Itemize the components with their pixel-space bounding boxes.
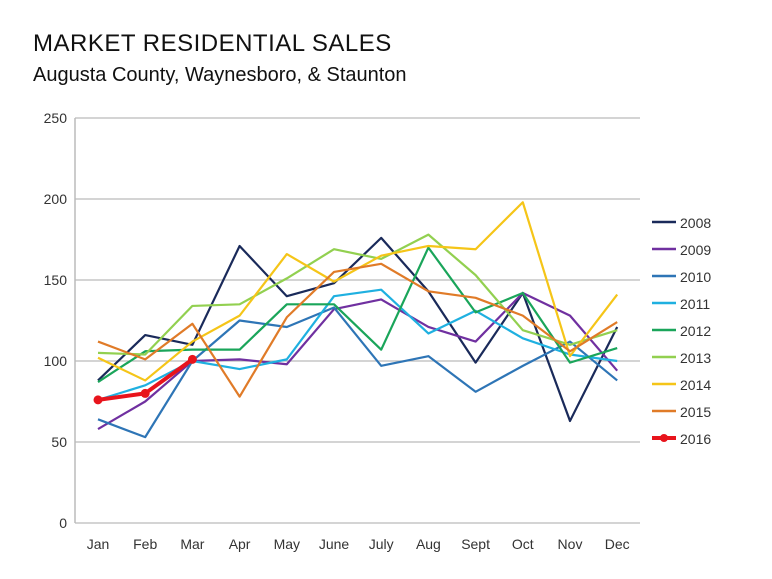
legend-label-2015: 2015 — [680, 404, 711, 420]
legend-label-2016: 2016 — [680, 431, 711, 447]
legend-label-2008: 2008 — [680, 215, 711, 231]
x-tick-label: May — [274, 536, 300, 552]
x-tick-label: Jan — [87, 536, 110, 552]
series-line-2013 — [97, 233, 618, 356]
series-line-2008 — [97, 236, 619, 423]
legend-label-2011: 2011 — [680, 296, 710, 312]
x-tick-label: June — [319, 536, 350, 552]
x-tick-label: Sept — [461, 536, 490, 552]
legend-label-2009: 2009 — [680, 242, 711, 258]
y-tick-label: 150 — [44, 272, 68, 288]
legend-label-2012: 2012 — [680, 323, 711, 339]
legend-label-2014: 2014 — [680, 377, 711, 393]
data-point-2016 — [140, 388, 150, 398]
x-tick-label: Dec — [605, 536, 630, 552]
chart-subtitle: Augusta County, Waynesboro, & Staunton — [33, 64, 407, 86]
legend-label-2010: 2010 — [680, 269, 711, 285]
x-tick-label: Oct — [512, 536, 534, 552]
y-tick-label: 200 — [44, 191, 68, 207]
x-tick-label: July — [369, 536, 394, 552]
data-point-2016 — [93, 395, 103, 405]
series-line-2009 — [97, 291, 619, 430]
y-tick-label: 0 — [59, 515, 67, 531]
y-tick-label: 250 — [44, 110, 68, 126]
x-tick-label: Apr — [229, 536, 251, 552]
y-tick-label: 100 — [44, 353, 68, 369]
chart-title: MARKET RESIDENTIAL SALES — [33, 30, 392, 57]
data-point-2016 — [187, 354, 197, 364]
series-line-2012 — [97, 246, 618, 383]
x-tick-label: Nov — [558, 536, 583, 552]
x-tick-label: Feb — [133, 536, 157, 552]
legend-label-2013: 2013 — [680, 350, 711, 366]
series-line-2015 — [97, 262, 618, 398]
legend-marker-2016 — [660, 434, 668, 442]
series-line-2011 — [97, 288, 618, 401]
x-tick-label: Mar — [180, 536, 204, 552]
y-tick-label: 50 — [51, 434, 67, 450]
series-line-2014 — [97, 201, 619, 382]
x-tick-label: Aug — [416, 536, 441, 552]
series-line-2010 — [97, 306, 618, 439]
